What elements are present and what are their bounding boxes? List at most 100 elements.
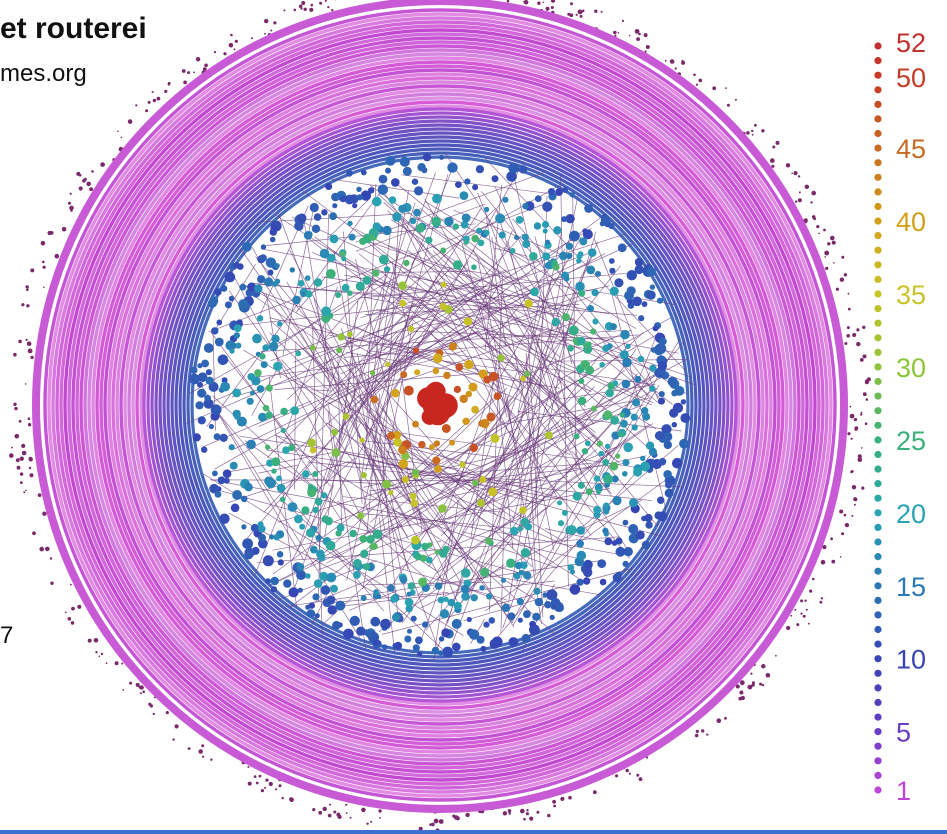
legend-dot	[874, 611, 882, 619]
router-node	[609, 286, 619, 296]
legend-tick-label: 50	[896, 63, 926, 93]
shell-ring	[75, 40, 805, 770]
scatter-node	[309, 7, 314, 12]
router-node	[641, 407, 649, 415]
router-node	[465, 390, 473, 398]
scatter-node	[21, 450, 27, 456]
scatter-node	[747, 684, 753, 690]
router-node	[617, 243, 627, 253]
router-node	[412, 468, 419, 476]
scatter-node	[796, 623, 800, 627]
router-node	[321, 209, 328, 216]
scatter-node	[739, 690, 744, 695]
network-link	[447, 282, 551, 624]
router-node	[440, 247, 447, 254]
network-link	[206, 186, 385, 427]
router-node	[207, 298, 218, 308]
router-node	[279, 496, 286, 503]
scatter-node	[135, 104, 138, 107]
router-nodes	[189, 152, 691, 658]
scatter-node	[68, 201, 71, 205]
router-node	[265, 478, 276, 489]
router-node	[346, 170, 353, 177]
legend-dot	[874, 275, 882, 283]
network-link	[461, 531, 577, 559]
network-link	[215, 264, 256, 330]
router-node	[559, 251, 568, 261]
router-node	[204, 394, 212, 402]
router-node	[244, 550, 254, 560]
network-link	[593, 238, 659, 400]
router-node	[607, 382, 616, 390]
network-link	[415, 216, 687, 394]
network-link	[401, 174, 552, 195]
router-node	[625, 343, 631, 349]
router-node	[544, 601, 552, 609]
router-node	[413, 347, 420, 354]
router-node	[529, 251, 538, 261]
scatter-node	[345, 803, 348, 806]
router-node	[270, 586, 278, 593]
network-link	[369, 462, 627, 492]
router-node	[471, 234, 480, 243]
network-core	[417, 381, 458, 426]
network-link	[424, 199, 598, 499]
router-node	[488, 371, 499, 382]
router-node	[603, 410, 613, 420]
router-node	[600, 215, 611, 225]
router-node	[401, 476, 409, 484]
router-node	[533, 222, 542, 230]
router-node	[471, 264, 477, 271]
router-node	[447, 162, 458, 173]
scatter-node	[819, 600, 823, 604]
scatter-node	[40, 240, 46, 246]
scatter-node	[77, 604, 82, 609]
router-node	[542, 228, 548, 234]
router-node	[222, 469, 232, 479]
router-node	[249, 390, 255, 396]
network-link	[364, 297, 679, 354]
scatter-node	[431, 822, 435, 827]
network-link	[546, 441, 571, 456]
router-node	[641, 540, 651, 550]
network-link	[328, 580, 555, 608]
router-node	[500, 577, 507, 583]
scatter-node	[24, 383, 27, 385]
router-node	[203, 398, 214, 409]
router-node	[297, 280, 305, 287]
network-link	[466, 230, 513, 342]
network-link	[357, 321, 578, 397]
network-link	[324, 282, 375, 339]
scatter-node	[438, 819, 444, 824]
shell-ring	[103, 68, 777, 742]
network-link	[366, 302, 416, 355]
scatter-node	[61, 226, 67, 232]
shell-ring	[154, 119, 726, 691]
shell-ring	[67, 32, 813, 778]
scatter-node	[824, 250, 830, 256]
scatter-node	[26, 304, 30, 308]
scatter-node	[318, 810, 323, 815]
scatter-node	[506, 0, 510, 3]
router-node	[477, 499, 485, 508]
router-node	[475, 165, 484, 174]
scatter-node	[27, 423, 32, 427]
router-node	[306, 609, 316, 618]
router-node	[385, 156, 396, 166]
router-node	[622, 519, 629, 526]
router-node	[592, 318, 599, 325]
router-node	[360, 190, 372, 201]
scatter-node	[312, 808, 316, 812]
scatter-node	[830, 537, 833, 541]
router-node	[587, 305, 594, 312]
legend-dot	[874, 421, 882, 429]
router-node	[203, 343, 214, 353]
scatter-node	[204, 63, 208, 68]
network-link	[447, 446, 618, 521]
scatter-node	[847, 292, 850, 295]
router-node	[244, 483, 253, 492]
network-link	[228, 290, 408, 537]
network-link	[512, 310, 595, 425]
router-node	[635, 530, 645, 540]
router-node	[357, 512, 365, 520]
